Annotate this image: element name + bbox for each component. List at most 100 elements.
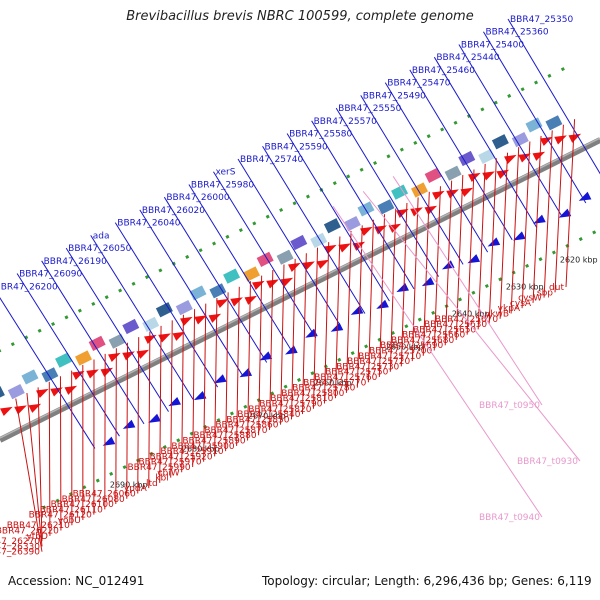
forward-gene-label: BBR47_25360 bbox=[485, 28, 548, 38]
reverse-gene-label-leader bbox=[565, 119, 576, 288]
reverse-gene-arrow-shape bbox=[244, 295, 258, 305]
reverse-gene-label: BBR47_25870 bbox=[204, 426, 267, 436]
forward-gene-label: ada bbox=[93, 231, 110, 241]
forward-gene-label: BBR47_26200 bbox=[0, 282, 58, 292]
reverse-gene-arrow bbox=[86, 369, 99, 379]
domain-block-rect bbox=[189, 285, 207, 301]
forward-gene-arrow-shape bbox=[487, 237, 501, 247]
domain-block-rect bbox=[41, 367, 59, 383]
reverse-gene-label-leader bbox=[15, 398, 43, 552]
forward-gene-arrow bbox=[396, 283, 409, 293]
forward-gene-arrow-shape bbox=[213, 374, 227, 384]
reverse-gene-arrow-shape bbox=[180, 316, 193, 326]
forward-gene-label: BBR47_26000 bbox=[166, 193, 229, 203]
trna-gene-label: BBR47_t0930 bbox=[517, 457, 578, 467]
forward-gene-arrow bbox=[330, 322, 344, 332]
domain-block bbox=[7, 383, 25, 400]
forward-gene-arrow-shape bbox=[168, 397, 181, 407]
domain-block bbox=[458, 150, 476, 167]
reverse-gene-label-leader bbox=[356, 225, 363, 388]
reverse-gene-label-leader bbox=[543, 130, 553, 298]
scale-tick-label: 2680 kbp bbox=[182, 444, 220, 453]
trna-gene-label-leader bbox=[392, 176, 543, 406]
reverse-gene-label-leader bbox=[433, 186, 441, 351]
forward-gene-arrow bbox=[513, 231, 526, 241]
forward-gene-arrow bbox=[193, 390, 207, 401]
reverse-gene-label-leader bbox=[181, 314, 184, 473]
reverse-gene-label-leader bbox=[192, 309, 196, 468]
reverse-gene-label: cysW bbox=[518, 294, 542, 304]
forward-gene-label-leader bbox=[335, 107, 439, 277]
reverse-gene-arrow-shape bbox=[230, 297, 243, 307]
domain-block bbox=[142, 316, 160, 333]
trna-gene-label-leader bbox=[332, 206, 543, 518]
forward-gene-label: BBR47_25400 bbox=[461, 40, 524, 50]
reverse-gene-label: BBR47_26270 bbox=[0, 537, 40, 547]
reverse-gene-label-leader bbox=[466, 169, 475, 335]
forward-gene-arrow-shape bbox=[285, 345, 298, 355]
backbone-highlight bbox=[0, 137, 600, 439]
domain-block bbox=[21, 369, 39, 385]
reverse-gene-label: cysA bbox=[510, 299, 532, 309]
reverse-gene-label: BBR47_25860 bbox=[215, 421, 278, 431]
reverse-gene-arrow-shape bbox=[0, 406, 13, 416]
domain-block-rect bbox=[491, 134, 509, 150]
reverse-gene-arrow-shape bbox=[460, 187, 474, 197]
reverse-gene-arrow bbox=[518, 153, 531, 163]
reverse-gene-arrow-shape bbox=[64, 385, 78, 395]
forward-gene-label-leader bbox=[16, 273, 120, 437]
reverse-gene-arrow bbox=[50, 387, 63, 397]
domain-block bbox=[276, 249, 294, 265]
domain-block bbox=[323, 218, 341, 234]
forward-gene-arrow-shape bbox=[578, 191, 592, 201]
reverse-gene-arrow bbox=[316, 259, 330, 269]
forward-gene-arrow-shape bbox=[330, 322, 344, 332]
domain-block bbox=[444, 165, 462, 181]
reverse-gene-label-leader bbox=[389, 208, 397, 372]
reverse-gene-label-leader bbox=[214, 297, 218, 457]
reverse-gene-arrow bbox=[432, 190, 445, 200]
forward-gene-label: BBR47_25570 bbox=[314, 117, 377, 127]
reverse-gene-label: ltd bbox=[146, 479, 158, 489]
forward-gene-arrow bbox=[558, 208, 572, 218]
forward-gene-arrow-shape bbox=[148, 413, 161, 423]
forward-gene-label-leader bbox=[262, 146, 366, 314]
trna-gene-label-leader bbox=[362, 191, 581, 462]
reverse-gene-label: BBR47_25770 bbox=[303, 378, 366, 388]
reverse-gene-arrow bbox=[496, 169, 510, 179]
forward-gene-label: BBR47_25980 bbox=[191, 180, 254, 190]
domain-block-rect bbox=[108, 333, 126, 349]
domain-block bbox=[122, 318, 140, 335]
forward-gene-label-leader bbox=[360, 95, 464, 265]
reverse-gene-arrow bbox=[28, 403, 42, 413]
reverse-gene-arrow-shape bbox=[496, 169, 510, 179]
reverse-gene-arrow-shape bbox=[50, 387, 63, 397]
scale-tick-label: 2630 kbp bbox=[506, 282, 544, 291]
forward-gene-label-leader bbox=[433, 56, 538, 228]
domain-block-rect bbox=[142, 316, 160, 333]
forward-gene-arrow-shape bbox=[467, 254, 481, 264]
domain-block bbox=[189, 285, 207, 301]
domain-block bbox=[343, 215, 361, 232]
reverse-gene-arrow-shape bbox=[338, 243, 351, 253]
domain-block bbox=[411, 182, 428, 198]
scale-tick-label: 2640 kbp bbox=[452, 309, 490, 318]
reverse-gene-arrow-shape bbox=[432, 190, 445, 200]
reverse-gene-arrow-shape bbox=[288, 262, 301, 272]
forward-gene-label-leader bbox=[0, 297, 96, 449]
reverse-gene-label: BBR47_25850 bbox=[226, 415, 289, 425]
domain-block-rect bbox=[511, 131, 529, 148]
forward-gene-arrow-shape bbox=[259, 351, 273, 361]
reverse-gene-label: ykwB bbox=[485, 309, 509, 319]
reverse-gene-label: BBR47_25970 bbox=[138, 458, 201, 468]
forward-gene-label-leader bbox=[139, 209, 243, 376]
domain-block-rect bbox=[357, 201, 375, 217]
domain-block-rect bbox=[75, 350, 92, 366]
forward-gene-arrow bbox=[102, 436, 116, 446]
reverse-gene-label: dut bbox=[549, 283, 564, 293]
domain-block-rect bbox=[21, 369, 39, 385]
forward-gene-arrow-shape bbox=[193, 390, 207, 401]
reverse-gene-arrow bbox=[72, 370, 85, 380]
